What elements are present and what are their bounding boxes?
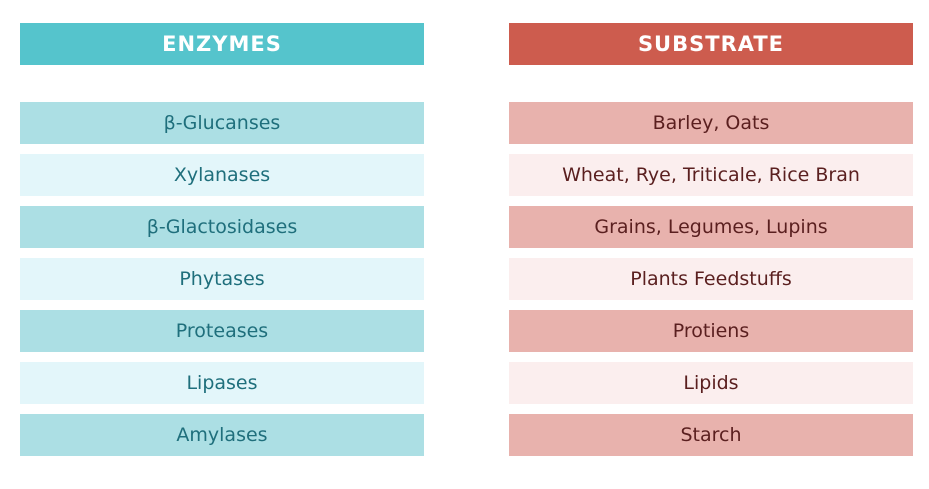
substrate-column: SUBSTRATE Barley, Oats Wheat, Rye, Triti… — [509, 23, 913, 456]
enzyme-row-phytases: Phytases — [20, 258, 424, 300]
enzymes-header: ENZYMES — [20, 23, 424, 65]
substrate-row-plant-feedstuffs: Plants Feedstuffs — [509, 258, 913, 300]
enzyme-row-beta-galactosidases: β-Glactosidases — [20, 206, 424, 248]
enzyme-row-lipases: Lipases — [20, 362, 424, 404]
substrate-row-lipids: Lipids — [509, 362, 913, 404]
enzyme-row-xylanases: Xylanases — [20, 154, 424, 196]
enzyme-row-proteases: Proteases — [20, 310, 424, 352]
substrate-row-proteins: Protiens — [509, 310, 913, 352]
enzyme-row-beta-glucanases: β-Glucanses — [20, 102, 424, 144]
substrate-row-grains-legumes: Grains, Legumes, Lupins — [509, 206, 913, 248]
substrate-row-wheat-rye: Wheat, Rye, Triticale, Rice Bran — [509, 154, 913, 196]
substrate-list: Barley, Oats Wheat, Rye, Triticale, Rice… — [509, 102, 913, 456]
substrate-row-starch: Starch — [509, 414, 913, 456]
enzymes-list: β-Glucanses Xylanases β-Glactosidases Ph… — [20, 102, 424, 456]
substrate-row-barley-oats: Barley, Oats — [509, 102, 913, 144]
enzyme-row-amylases: Amylases — [20, 414, 424, 456]
substrate-header: SUBSTRATE — [509, 23, 913, 65]
enzymes-column: ENZYMES β-Glucanses Xylanases β-Glactosi… — [20, 23, 424, 456]
